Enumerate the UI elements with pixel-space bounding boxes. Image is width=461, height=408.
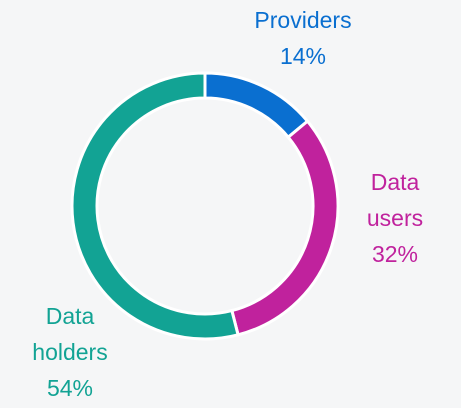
- percent-label: 32%: [371, 241, 419, 267]
- donut-segment: [203, 71, 310, 140]
- percent-label: 14%: [279, 43, 327, 69]
- percent-label: 54%: [46, 375, 94, 401]
- segment-label: Data users 32%: [345, 164, 445, 272]
- segment-label: Data holders 54%: [0, 298, 140, 406]
- category-name: Data holders: [32, 303, 108, 365]
- category-name: Providers: [254, 7, 352, 33]
- category-name: Data users: [366, 169, 424, 231]
- donut-segment: [70, 71, 240, 341]
- segment-label: Providers 14%: [228, 2, 378, 74]
- donut-segment: [230, 119, 340, 337]
